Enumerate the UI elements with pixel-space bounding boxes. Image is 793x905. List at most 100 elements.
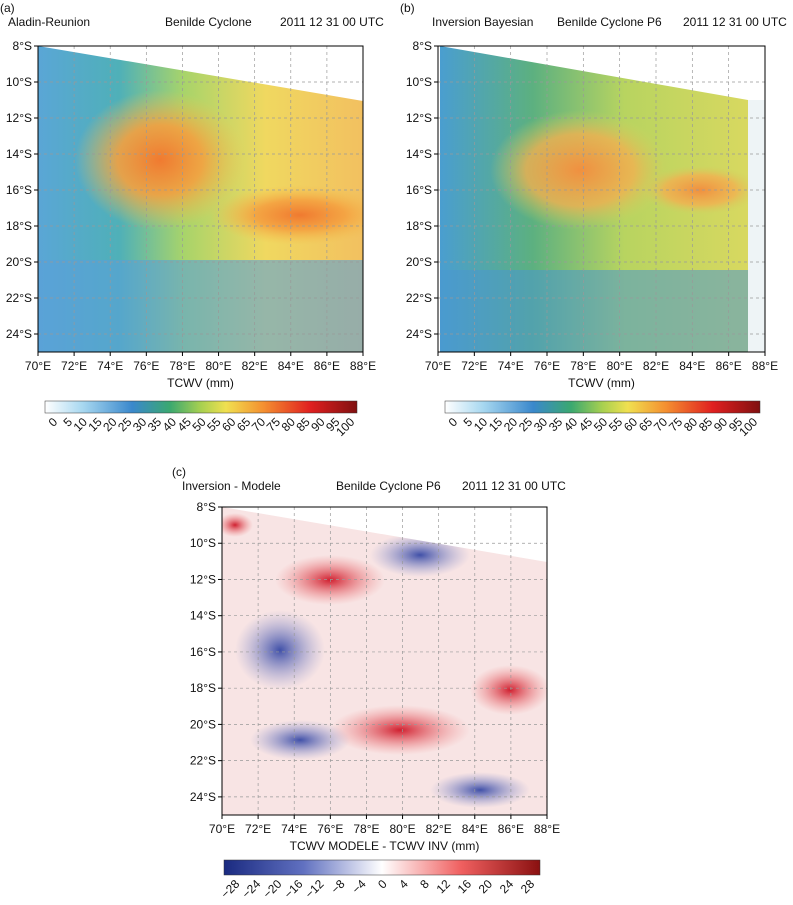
colorbar-label: 0 <box>375 877 390 892</box>
y-tick-label: 14°S <box>190 609 216 623</box>
colorbar-label: −8 <box>328 877 348 897</box>
title-right: 2011 12 31 00 UTC <box>683 15 787 29</box>
x-axis-label: TCWV (mm) <box>167 376 234 390</box>
title-center: Benilde Cyclone P6 <box>557 15 662 29</box>
colorbar-label: −16 <box>281 877 306 900</box>
y-tick-label: 20°S <box>406 255 432 269</box>
colorbar-label: 100 <box>333 415 357 439</box>
panel-label: (a) <box>0 1 15 15</box>
colorbar-label: 16 <box>455 877 475 897</box>
field-a <box>38 46 363 352</box>
x-tick-label: 76°E <box>534 359 560 373</box>
title-right: 2011 12 31 00 UTC <box>462 479 566 493</box>
x-tick-label: 80°E <box>205 359 231 373</box>
x-tick-label: 74°E <box>97 359 123 373</box>
x-tick-label: 70°E <box>209 822 235 836</box>
title-left: Aladin-Reunion <box>8 15 90 29</box>
y-tick-label: 22°S <box>406 291 432 305</box>
title-right: 2011 12 31 00 UTC <box>280 15 384 29</box>
x-tick-label: 88°E <box>350 359 376 373</box>
colorbar <box>44 400 358 414</box>
x-axis-label: TCWV MODELE - TCWV INV (mm) <box>290 839 480 853</box>
plot-frame <box>221 506 548 816</box>
x-tick-label: 82°E <box>643 359 669 373</box>
colorbar-label: −20 <box>260 877 285 900</box>
title-center: Benilde Cyclone P6 <box>336 479 441 493</box>
x-tick-label: 72°E <box>245 822 271 836</box>
y-tick-label: 12°S <box>6 111 32 125</box>
colorbar-label: 100 <box>736 415 760 439</box>
y-tick-label: 10°S <box>6 75 32 89</box>
colorbar-label: −4 <box>349 877 369 897</box>
x-tick-label: 80°E <box>389 822 415 836</box>
x-tick-label: 84°E <box>679 359 705 373</box>
title-left: Inversion - Modele <box>182 479 281 493</box>
x-axis-label: TCWV (mm) <box>568 376 635 390</box>
x-tick-label: 78°E <box>169 359 195 373</box>
colorbar-label: 20 <box>476 877 496 897</box>
y-tick-label: 8°S <box>413 39 432 53</box>
plot-frame <box>437 45 766 353</box>
colorbar-label: 4 <box>396 877 411 892</box>
y-tick-label: 12°S <box>190 572 216 586</box>
colorbar-label: −28 <box>218 877 243 900</box>
x-tick-label: 84°E <box>462 822 488 836</box>
y-tick-label: 22°S <box>6 291 32 305</box>
colorbar-label: −24 <box>239 877 264 900</box>
colorbar-label: 28 <box>518 877 538 897</box>
x-tick-label: 82°E <box>426 822 452 836</box>
colorbar-label: 8 <box>417 877 432 892</box>
x-tick-label: 88°E <box>534 822 560 836</box>
colorbar <box>223 859 541 876</box>
plot-frame <box>37 45 364 353</box>
colorbar-label: 0 <box>446 415 461 430</box>
x-tick-label: 70°E <box>425 359 451 373</box>
panel-label: (c) <box>172 465 186 479</box>
colorbar-label: 0 <box>46 415 61 430</box>
x-tick-label: 88°E <box>752 359 778 373</box>
field-c <box>222 507 547 815</box>
title-center: Benilde Cyclone <box>165 15 252 29</box>
x-tick-label: 72°E <box>461 359 487 373</box>
y-tick-label: 16°S <box>190 645 216 659</box>
colorbar-label: 24 <box>497 877 517 897</box>
y-tick-label: 14°S <box>406 147 432 161</box>
y-tick-label: 10°S <box>190 536 216 550</box>
y-tick-label: 8°S <box>13 39 32 53</box>
y-tick-label: 8°S <box>197 500 216 514</box>
x-tick-label: 82°E <box>242 359 268 373</box>
x-tick-label: 78°E <box>353 822 379 836</box>
y-tick-label: 14°S <box>6 147 32 161</box>
colorbar <box>444 400 761 414</box>
panel-label: (b) <box>400 1 415 15</box>
y-tick-label: 20°S <box>6 255 32 269</box>
field-b <box>440 46 748 352</box>
x-tick-label: 78°E <box>570 359 596 373</box>
y-tick-label: 16°S <box>6 183 32 197</box>
y-tick-label: 12°S <box>406 111 432 125</box>
y-tick-label: 24°S <box>406 327 432 341</box>
y-tick-label: 16°S <box>406 183 432 197</box>
y-tick-label: 24°S <box>190 790 216 804</box>
x-tick-label: 74°E <box>498 359 524 373</box>
title-left: Inversion Bayesian <box>432 15 533 29</box>
y-tick-label: 24°S <box>6 327 32 341</box>
colorbar-label: −12 <box>302 877 327 900</box>
x-tick-label: 86°E <box>314 359 340 373</box>
y-tick-label: 18°S <box>406 219 432 233</box>
y-tick-label: 22°S <box>190 754 216 768</box>
y-tick-label: 18°S <box>6 219 32 233</box>
x-tick-label: 86°E <box>498 822 524 836</box>
x-tick-label: 72°E <box>61 359 87 373</box>
y-tick-label: 18°S <box>190 681 216 695</box>
x-tick-label: 74°E <box>281 822 307 836</box>
x-tick-label: 76°E <box>133 359 159 373</box>
x-tick-label: 70°E <box>25 359 51 373</box>
x-tick-label: 76°E <box>317 822 343 836</box>
x-tick-label: 80°E <box>607 359 633 373</box>
x-tick-label: 86°E <box>716 359 742 373</box>
x-tick-label: 84°E <box>278 359 304 373</box>
colorbar-label: 12 <box>434 877 454 897</box>
y-tick-label: 10°S <box>406 75 432 89</box>
